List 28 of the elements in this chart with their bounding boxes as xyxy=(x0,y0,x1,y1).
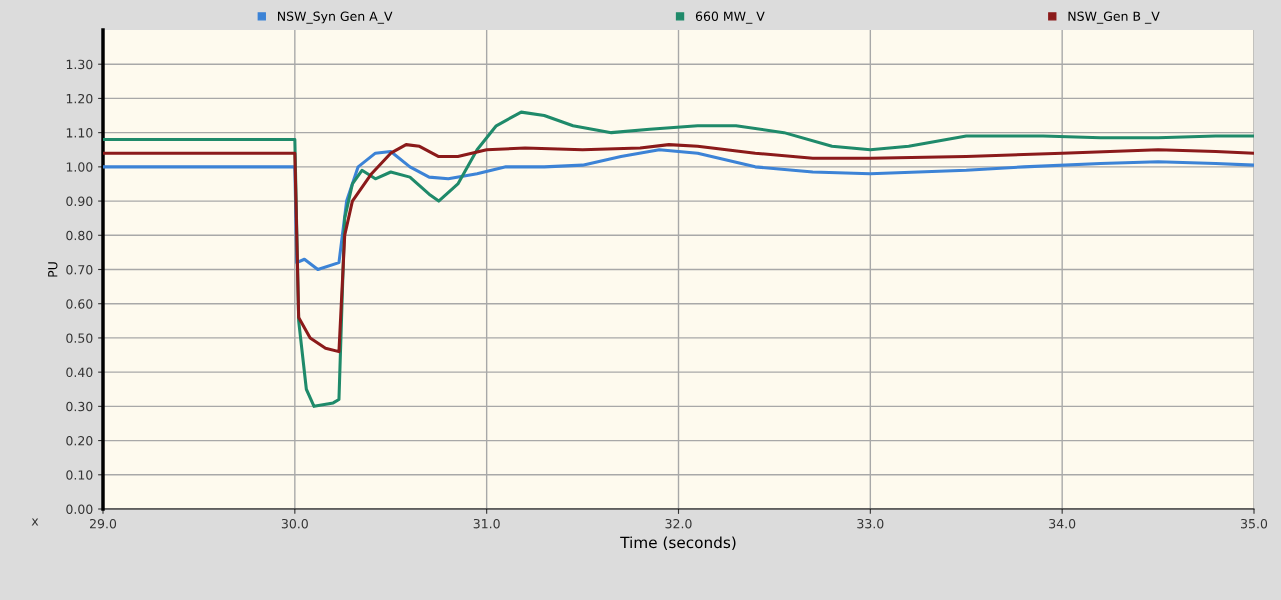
x-tick-label: 35.0 xyxy=(1241,518,1268,529)
y-tick-label: 0.90 xyxy=(66,196,93,206)
line-series xyxy=(103,143,1254,354)
x-axis-title: Time (seconds) xyxy=(620,536,736,550)
y-tick-label: 0.40 xyxy=(66,367,93,378)
y-tick-label: 1.20 xyxy=(66,93,93,104)
x-tick-label: 30.0 xyxy=(281,518,308,529)
y-tick-label: 1.10 xyxy=(66,128,93,138)
y-tick-label: 0.60 xyxy=(66,299,93,309)
y-tick-label: 0.00 xyxy=(66,504,93,514)
y-tick-label: 0.20 xyxy=(66,436,93,446)
x-tick-label: 33.0 xyxy=(857,518,884,529)
y-tick-label: 0.80 xyxy=(66,230,93,241)
y-tick-label: 1.30 xyxy=(66,59,93,70)
y-tick-label: 0.30 xyxy=(66,401,93,412)
y-tick-label: 0.50 xyxy=(66,333,93,343)
x-tick-label: 34.0 xyxy=(1049,518,1076,529)
y-tick-label: 1.00 xyxy=(66,162,93,172)
x-tick-label: 32.0 xyxy=(665,518,692,529)
x-tick-label: 29.0 xyxy=(90,518,117,529)
y-tick-label: 0.10 xyxy=(66,470,93,480)
x-tick-label: 31.0 xyxy=(473,518,500,529)
y-axis-title: PU xyxy=(48,262,58,277)
y-tick-label: 0.70 xyxy=(66,264,93,275)
legend-label: 660 MW_ V xyxy=(695,11,765,24)
legend-label: NSW_Syn Gen A_V xyxy=(278,11,393,24)
legend-label: NSW_Gen B _V xyxy=(1068,11,1160,24)
text: x xyxy=(31,518,39,526)
